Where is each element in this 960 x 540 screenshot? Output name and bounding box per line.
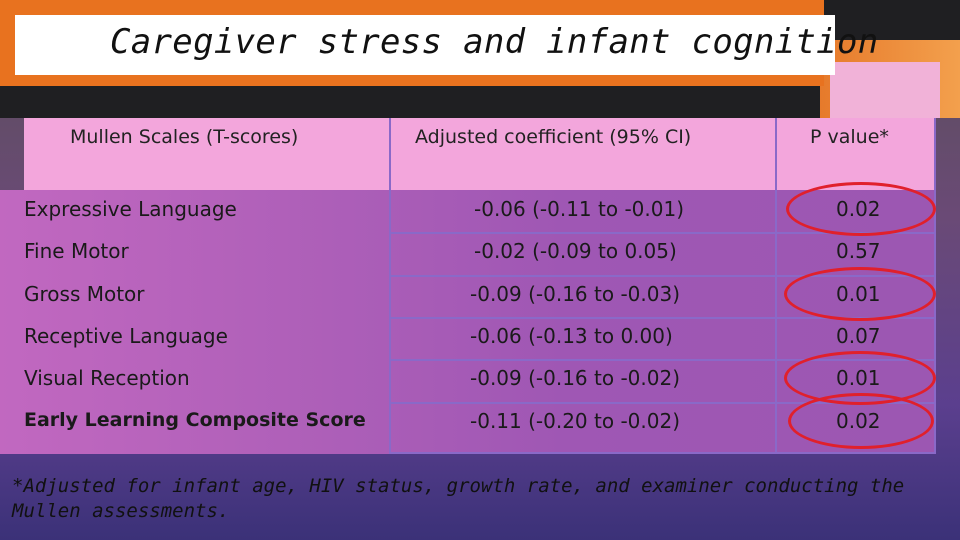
header-mullen-scales: Mullen Scales (T-scores)	[70, 126, 299, 148]
row-p-value: 0.07	[836, 324, 881, 348]
column-divider	[934, 118, 936, 454]
row-scale-label: Gross Motor	[24, 282, 145, 306]
decorative-pink-accent	[830, 62, 940, 118]
row-scale-label: Receptive Language	[24, 324, 228, 348]
row-scale-label: Expressive Language	[24, 197, 237, 221]
row-coefficient: -0.06 (-0.11 to -0.01)	[474, 197, 684, 221]
row-divider	[390, 359, 936, 361]
row-scale-label: Fine Motor	[24, 239, 129, 263]
row-divider	[390, 232, 936, 234]
row-coefficient: -0.11 (-0.20 to -0.02)	[470, 409, 680, 433]
results-table: Mullen Scales (T-scores) Adjusted coeffi…	[0, 118, 936, 454]
column-divider	[775, 118, 777, 454]
row-scale-label: Early Learning Composite Score	[24, 409, 366, 431]
row-divider	[390, 275, 936, 277]
row-coefficient: -0.09 (-0.16 to -0.03)	[470, 282, 680, 306]
row-coefficient: -0.06 (-0.13 to 0.00)	[470, 324, 673, 348]
footnote: *Adjusted for infant age, HIV status, gr…	[12, 475, 905, 522]
row-coefficient: -0.09 (-0.16 to -0.02)	[470, 366, 680, 390]
header-p-value: P value*	[810, 126, 889, 148]
header-adjusted-coefficient: Adjusted coefficient (95% CI)	[415, 126, 692, 148]
table-header-row	[24, 118, 936, 190]
table-body	[0, 190, 936, 454]
row-divider	[390, 317, 936, 319]
column-divider	[389, 118, 391, 454]
row-coefficient: -0.02 (-0.09 to 0.05)	[474, 239, 677, 263]
slide-title: Caregiver stress and infant cognition	[110, 22, 879, 62]
row-p-value: 0.57	[836, 239, 881, 263]
highlight-circle	[788, 393, 934, 449]
highlight-circle	[786, 182, 936, 236]
title-box	[15, 15, 835, 75]
highlight-circle	[784, 267, 936, 321]
row-divider	[390, 402, 936, 404]
row-divider	[390, 452, 936, 454]
row-scale-label: Visual Reception	[24, 366, 190, 390]
